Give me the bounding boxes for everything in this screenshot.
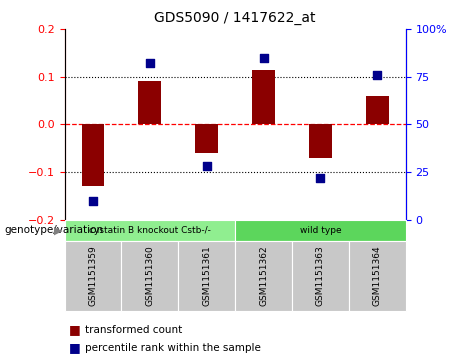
Text: ■: ■ [69,341,81,354]
Bar [138,81,161,124]
Bar [366,96,389,124]
Title: GDS5090 / 1417622_at: GDS5090 / 1417622_at [154,11,316,25]
Text: GSM1151361: GSM1151361 [202,246,211,306]
Text: genotype/variation: genotype/variation [5,225,104,235]
Text: wild type: wild type [300,226,341,234]
Bar [309,124,332,158]
Point [260,55,267,61]
Text: GSM1151359: GSM1151359 [89,246,97,306]
Point [89,197,97,203]
Bar [82,124,104,186]
Text: GSM1151360: GSM1151360 [145,246,154,306]
Text: transformed count: transformed count [85,325,183,335]
Text: GSM1151362: GSM1151362 [259,246,268,306]
Point [373,72,381,78]
Text: GSM1151364: GSM1151364 [373,246,382,306]
Point [146,60,154,66]
Point [317,175,324,180]
Text: ■: ■ [69,323,81,336]
Text: cystatin B knockout Cstb-/-: cystatin B knockout Cstb-/- [89,226,211,234]
Point [203,163,210,169]
Text: percentile rank within the sample: percentile rank within the sample [85,343,261,353]
Text: GSM1151363: GSM1151363 [316,246,325,306]
Text: ▶: ▶ [54,225,62,235]
Bar [195,124,218,153]
Bar [252,70,275,124]
